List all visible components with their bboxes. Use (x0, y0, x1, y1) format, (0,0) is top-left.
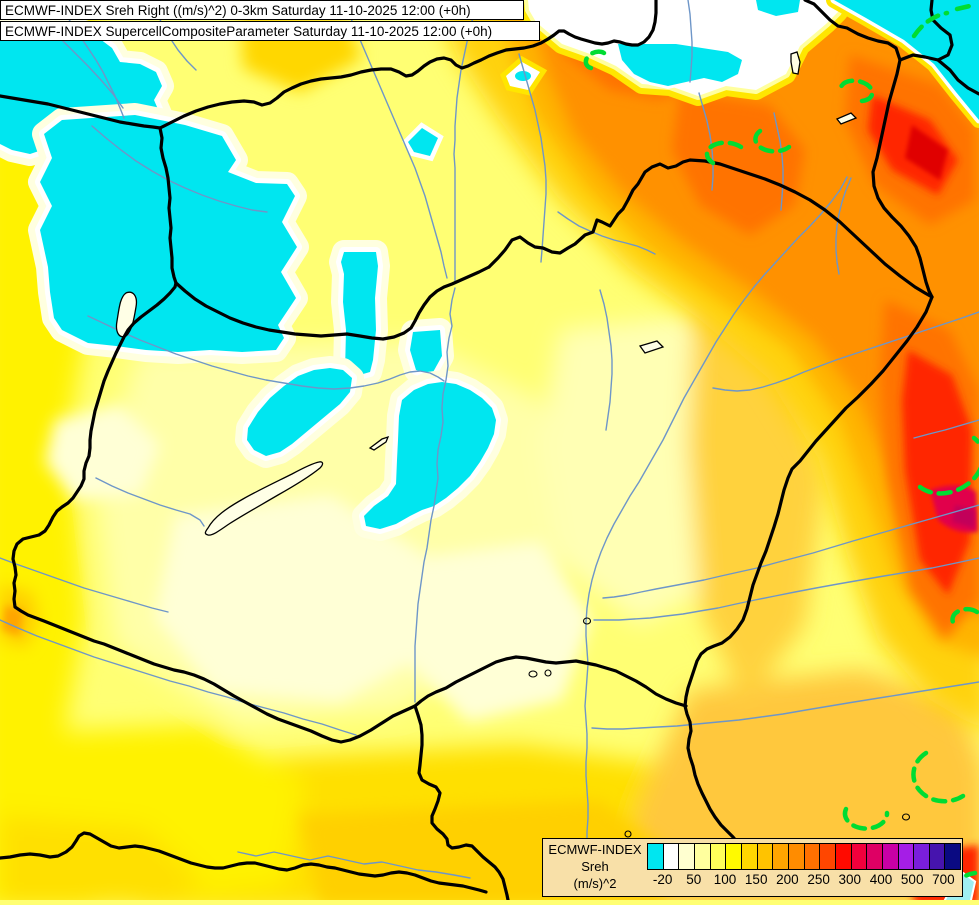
legend-color-cell (898, 844, 915, 869)
legend-tick-label: 300 (838, 872, 862, 887)
legend-color-cell (804, 844, 821, 869)
tisza-river (584, 176, 848, 846)
czech-slovak-border (158, 0, 658, 130)
legend-color-cell (914, 844, 930, 869)
legend-tick-label: 200 (776, 872, 799, 887)
slovakia-ukraine-border (803, 0, 934, 299)
hungary-east-border (683, 295, 934, 851)
legend-tick-label: 50 (686, 872, 702, 887)
legend-unit-label: (m/s)^2 (573, 876, 617, 891)
hungary-south-border (413, 655, 688, 708)
legend-tick-label: -20 (652, 872, 673, 887)
legend-tick-label: 250 (807, 872, 830, 887)
legend-tick-label: 150 (744, 872, 768, 887)
legend-color-cell (694, 844, 711, 869)
legend-tick-label: 500 (900, 872, 924, 887)
legend-color-cell (882, 844, 899, 869)
lake-balaton (204, 461, 324, 536)
legend-color-cell (773, 844, 789, 869)
danube-river (414, 287, 456, 703)
legend-color-cell (663, 844, 680, 869)
legend-tick-label: 100 (713, 872, 737, 887)
hungary-southwest-border (11, 281, 417, 744)
rivers-layer (0, 0, 979, 879)
legend-color-cell (835, 844, 852, 869)
legend-text-block: ECMWF-INDEX Sreh (m/s)^2 (543, 841, 647, 892)
terrain-orange-system (434, 0, 979, 905)
legend-color-cell (726, 844, 742, 869)
lake-tisza (638, 340, 665, 354)
legend-color-cell (851, 844, 868, 869)
legend-ticks: -20 50 100 150 200 250 300 400 500 700 (543, 872, 962, 892)
legend-box: ECMWF-INDEX Sreh (m/s)^2 -20 50 100 150 200 2… (542, 838, 963, 897)
legend-color-cell (757, 844, 774, 869)
legend-tick-label: 700 (932, 872, 955, 887)
legend-tick-label: 400 (869, 872, 893, 887)
legend-color-cell (788, 844, 805, 869)
white-diamond-small (500, 55, 548, 96)
title-line-1: ECMWF-INDEX Sreh Right ((m/s)^2) 0-3km S… (5, 3, 471, 18)
title-line-2: ECMWF-INDEX SupercellCompositeParameter … (5, 24, 493, 39)
legend-color-cell (648, 844, 664, 869)
legend-color-cell (820, 844, 836, 869)
hungary-north-border (174, 265, 491, 341)
legend-model-label: ECMWF-INDEX (548, 842, 642, 857)
title-bar-sreh: ECMWF-INDEX Sreh Right ((m/s)^2) 0-3km S… (0, 0, 524, 20)
scp-ring-east (917, 435, 979, 496)
title-bar-scp: ECMWF-INDEX SupercellCompositeParameter … (0, 21, 540, 41)
scp-contours-layer (583, 2, 979, 901)
legend-color-cell (710, 844, 727, 869)
legend-colorbar (647, 843, 961, 870)
cyan-diamond-small (402, 122, 444, 162)
legend-color-cell (679, 844, 695, 869)
legend-color-cell (929, 844, 946, 869)
lake-velence (368, 435, 390, 451)
legend-color-cell (945, 844, 961, 869)
legend-color-cell (867, 844, 883, 869)
legend-color-cell (741, 844, 758, 869)
legend-param-label: Sreh (581, 859, 609, 874)
